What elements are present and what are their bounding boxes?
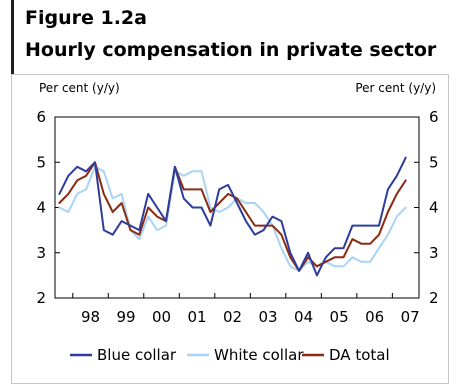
chart-panel: Per cent (y/y) Per cent (y/y) 2 2 3 3 4 4 5 5 6 6…: [11, 74, 449, 384]
series-lines: [58, 156, 407, 277]
x-tick-label: 05: [330, 308, 349, 326]
y-tick-label-right: 6: [429, 108, 439, 126]
y-tick-label-right: 5: [429, 153, 439, 171]
x-tick-label: 06: [365, 308, 384, 326]
y-tick-label-left: 6: [36, 108, 46, 126]
x-tick-label: 01: [188, 308, 207, 326]
x-tick-label: 04: [294, 308, 313, 326]
y-tick-label-left: 3: [36, 244, 46, 262]
y-axis-unit-right: Per cent (y/y): [355, 81, 436, 95]
plot-area: 2 2 3 3 4 4 5 5 6 6 98 99 00 01 02 03 04 05 06 07: [36, 108, 438, 326]
y-tick-label-left: 2: [36, 289, 46, 307]
y-tick-label-right: 2: [429, 289, 439, 307]
x-tick-label: 07: [401, 308, 420, 326]
y-tick-label-left: 5: [36, 153, 46, 171]
series-line-da-total: [58, 161, 407, 272]
y-tick-label-left: 4: [36, 199, 46, 217]
figure-number: Figure 1.2a: [25, 7, 147, 29]
figure-title: Hourly compensation in private sector: [25, 39, 437, 61]
legend-label: Blue collar: [97, 346, 177, 364]
title-accent-bar: [11, 0, 14, 74]
x-tick-label: 98: [81, 308, 100, 326]
x-tick-label: 99: [116, 308, 135, 326]
line-chart: Per cent (y/y) Per cent (y/y) 2 2 3 3 4 4 5 5 6 6…: [36, 81, 438, 364]
series-line-white-collar: [58, 165, 407, 272]
y-tick-label-right: 4: [429, 199, 439, 217]
legend-label: DA total: [329, 346, 390, 364]
series-line-blue-collar: [58, 156, 407, 277]
x-tick-label: 02: [223, 308, 242, 326]
legend: Blue collar White collar DA total: [70, 346, 390, 364]
x-tick-label: 03: [259, 308, 278, 326]
y-tick-label-right: 3: [429, 244, 439, 262]
legend-label: White collar: [214, 346, 304, 364]
y-axis-unit-left: Per cent (y/y): [39, 81, 120, 95]
x-tick-label: 00: [152, 308, 171, 326]
